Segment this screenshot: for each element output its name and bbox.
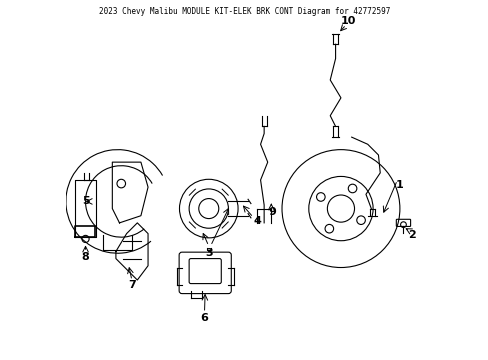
Text: 6: 6 <box>200 312 208 323</box>
Text: 4: 4 <box>253 216 261 226</box>
Text: 2: 2 <box>407 230 415 240</box>
Text: 8: 8 <box>81 252 89 262</box>
Text: 10: 10 <box>340 16 355 26</box>
Text: 9: 9 <box>268 207 276 217</box>
Text: 3: 3 <box>204 248 212 258</box>
Text: 1: 1 <box>395 180 403 190</box>
Text: 7: 7 <box>128 280 136 291</box>
Text: 5: 5 <box>81 197 89 206</box>
Text: 2023 Chevy Malibu MODULE KIT-ELEK BRK CONT Diagram for 42772597: 2023 Chevy Malibu MODULE KIT-ELEK BRK CO… <box>99 7 389 16</box>
